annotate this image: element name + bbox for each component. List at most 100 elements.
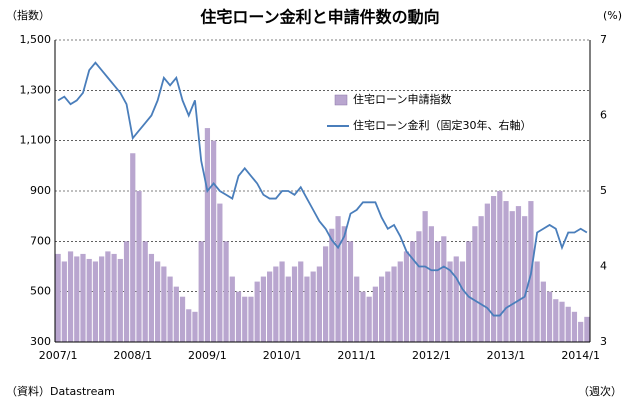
bar <box>540 281 546 342</box>
y2-tick-label: 5 <box>600 184 607 197</box>
x-tick-label: 2014/1 <box>561 349 600 362</box>
bar <box>117 258 123 342</box>
y2-axis-label: (%) <box>603 9 622 22</box>
y2-tick-label: 7 <box>600 33 607 46</box>
rate-line <box>57 61 588 317</box>
x-tick-label: 2012/1 <box>412 349 451 362</box>
bar <box>472 226 478 342</box>
bar <box>578 321 584 342</box>
x-tick-label: 2007/1 <box>39 349 78 362</box>
bar <box>378 276 385 342</box>
legend-label: 住宅ローン金利（固定30年、右軸） <box>353 118 531 132</box>
bar <box>192 311 198 342</box>
bar <box>67 251 74 342</box>
x-tick-label: 2013/1 <box>487 349 526 362</box>
bar <box>503 201 509 342</box>
bar <box>130 153 136 342</box>
y2-tick-label: 4 <box>600 260 607 273</box>
bar <box>559 301 565 342</box>
bar <box>422 211 428 342</box>
bar <box>509 211 515 342</box>
y-tick-label: 1,500 <box>20 33 52 46</box>
y2-tick-label: 3 <box>600 335 607 348</box>
frequency-note: （週次） <box>578 384 622 398</box>
bar <box>323 246 329 342</box>
y-tick-label: 500 <box>30 285 51 298</box>
bar <box>316 266 322 342</box>
bar <box>55 253 61 342</box>
bar <box>441 236 447 342</box>
bar <box>217 203 223 342</box>
bar <box>142 241 148 342</box>
x-tick-label: 2010/1 <box>263 349 302 362</box>
chart-title: 住宅ローン金利と申請件数の動向 <box>200 8 439 27</box>
bar <box>428 226 434 342</box>
bar <box>211 140 217 342</box>
bar <box>522 216 528 342</box>
bar <box>298 261 304 342</box>
bar <box>198 241 204 342</box>
bar <box>279 261 285 342</box>
bar <box>61 261 67 342</box>
bar <box>291 266 298 342</box>
bar <box>416 231 422 342</box>
y-tick-label: 1,300 <box>20 83 52 96</box>
bar <box>434 241 441 342</box>
bar <box>397 261 403 342</box>
bar <box>459 261 466 342</box>
bar <box>335 216 341 342</box>
bar <box>534 261 540 342</box>
x-tick-label: 2011/1 <box>337 349 376 362</box>
x-tick-label: 2008/1 <box>113 349 152 362</box>
bar <box>366 296 372 342</box>
bar <box>497 191 503 342</box>
bar <box>478 216 484 342</box>
legend-label: 住宅ローン申請指数 <box>353 92 451 106</box>
bar <box>123 241 130 342</box>
bar <box>391 266 397 342</box>
bar <box>136 191 142 342</box>
bar <box>341 226 347 342</box>
x-tick-label: 2009/1 <box>188 349 227 362</box>
bar <box>304 276 310 342</box>
y-tick-label: 700 <box>30 234 51 247</box>
bar <box>254 281 260 342</box>
bar <box>105 251 111 342</box>
bar <box>161 266 167 342</box>
y-tick-label: 900 <box>30 184 51 197</box>
bar <box>546 291 553 342</box>
bar <box>167 276 173 342</box>
bar <box>173 286 179 342</box>
bar <box>403 251 410 342</box>
bar <box>74 256 80 342</box>
bar <box>410 241 416 342</box>
bar <box>235 291 242 342</box>
bar <box>553 299 559 342</box>
source: （資料）Datastream <box>6 384 115 398</box>
y-axis-label: （指数） <box>6 8 50 22</box>
bar <box>204 128 211 342</box>
bar <box>155 261 161 342</box>
y2-tick-label: 6 <box>600 109 607 122</box>
bar <box>354 276 360 342</box>
bar <box>490 196 497 342</box>
bar <box>148 253 155 342</box>
bar <box>111 253 117 342</box>
bar <box>92 261 99 342</box>
bar <box>447 261 453 342</box>
bar <box>584 316 590 342</box>
bar <box>86 258 92 342</box>
bar <box>372 286 378 342</box>
bar <box>179 296 186 342</box>
bar <box>310 271 316 342</box>
legend-swatch <box>334 94 348 106</box>
bar <box>248 296 254 342</box>
bar <box>347 241 354 342</box>
bar <box>484 203 490 342</box>
bar <box>329 228 335 342</box>
bar <box>80 253 86 342</box>
bar <box>260 276 267 342</box>
y-tick-label: 1,100 <box>20 134 52 147</box>
bar <box>515 206 522 342</box>
